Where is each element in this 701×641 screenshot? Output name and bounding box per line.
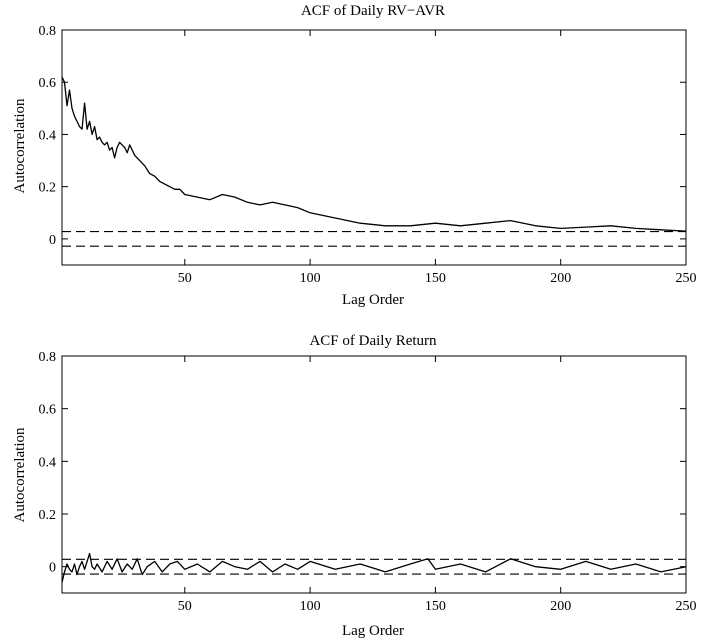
plot-frame [61, 355, 687, 594]
plot-marks [61, 76, 687, 247]
chart-title: ACF of Daily RV−AVR [301, 3, 445, 19]
acf-rv-avr-panel: ACF of Daily RV−AVR Autocorrelation Lag … [12, 3, 697, 308]
y-tick-label: 0.2 [39, 508, 57, 523]
y-tick-label: 0.2 [39, 181, 57, 196]
y-tick-label: 0 [49, 561, 56, 576]
x-axis-label: Lag Order [342, 623, 404, 639]
chart-title: ACF of Daily Return [309, 333, 437, 349]
y-tick-label: 0.8 [39, 350, 57, 365]
y-axis-label: Autocorrelation [12, 427, 28, 522]
y-tick-label: 0.4 [39, 128, 57, 143]
y-tick-label: 0.8 [39, 24, 57, 39]
x-tick-label: 150 [425, 599, 446, 614]
tick-labels: 50 100 150 200 250 0 0.2 0.4 0.6 0.8 [39, 350, 697, 614]
y-tick-label: 0.6 [39, 403, 57, 418]
tick-labels: 50 100 150 200 250 0 0.2 0.4 0.6 0.8 [39, 24, 697, 286]
x-axis-label: Lag Order [342, 292, 404, 308]
x-tick-label: 200 [550, 271, 571, 286]
axis-ticks [62, 29, 687, 265]
y-tick-label: 0 [49, 233, 56, 248]
plot-frame [61, 29, 687, 266]
x-tick-label: 100 [300, 599, 321, 614]
x-tick-label: 200 [550, 599, 571, 614]
acf-return-panel: ACF of Daily Return Autocorrelation Lag … [12, 333, 697, 639]
x-tick-label: 250 [676, 599, 697, 614]
x-tick-label: 100 [300, 271, 321, 286]
acf-series-line [61, 552, 687, 583]
x-tick-label: 50 [178, 271, 192, 286]
x-tick-label: 250 [676, 271, 697, 286]
axis-ticks [62, 355, 687, 593]
y-axis-label: Autocorrelation [12, 98, 28, 193]
plot-marks [61, 552, 687, 583]
x-tick-label: 150 [425, 271, 446, 286]
y-tick-label: 0.4 [39, 455, 57, 470]
x-tick-label: 50 [178, 599, 192, 614]
acf-series-line [61, 76, 687, 232]
y-tick-label: 0.6 [39, 76, 57, 91]
